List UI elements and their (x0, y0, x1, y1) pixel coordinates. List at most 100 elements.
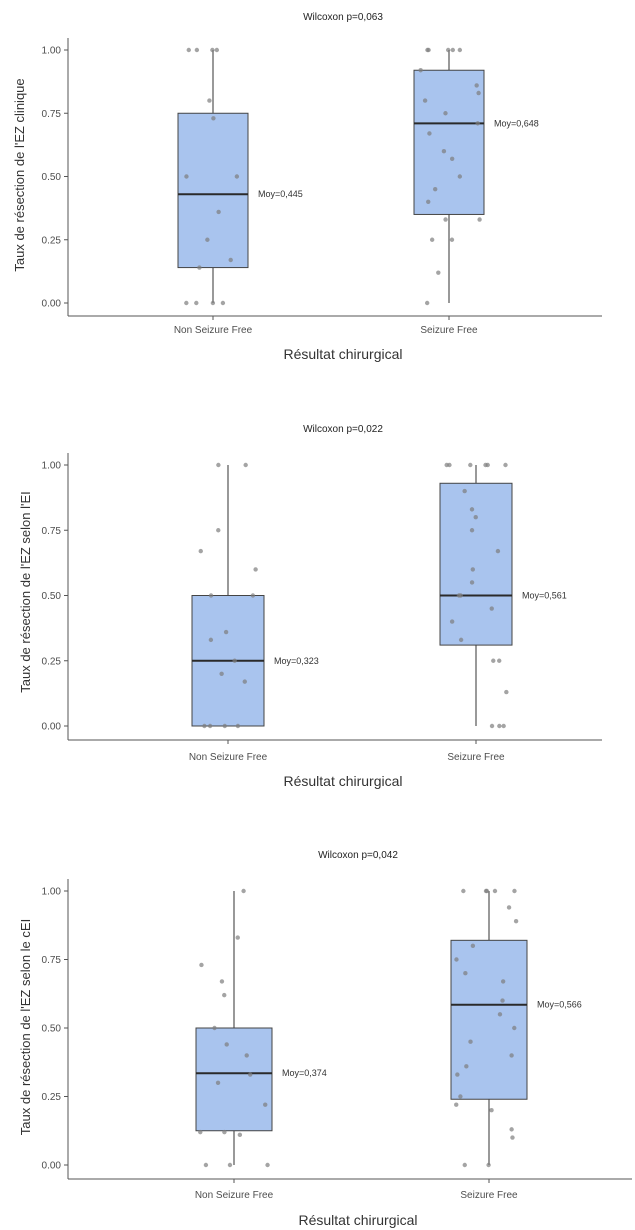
data-point (475, 121, 480, 126)
data-point (468, 462, 473, 468)
data-point (473, 515, 478, 520)
data-point (509, 1053, 514, 1058)
x-tick-label: Non Seizure Free (174, 325, 253, 336)
data-point (497, 723, 502, 729)
y-tick-label: 0.75 (42, 955, 62, 966)
data-point (457, 47, 463, 53)
y-tick-label: 0.25 (42, 1092, 62, 1103)
data-point (476, 90, 481, 96)
data-point (205, 237, 210, 242)
data-point (457, 174, 463, 179)
data-point (424, 300, 430, 306)
data-point (224, 1042, 229, 1047)
data-point (223, 629, 229, 635)
data-point (202, 723, 207, 729)
data-point (426, 47, 431, 53)
data-point (441, 149, 447, 154)
data-point (235, 935, 240, 940)
data-point (186, 47, 191, 53)
data-point (235, 723, 241, 729)
data-point (207, 723, 213, 729)
box-1: Moy=0,445 (177, 47, 303, 306)
data-point (469, 580, 475, 585)
y-axis-label: Taux de résection de l'EZ clinique (12, 78, 27, 271)
box-2: Moy=0,561 (439, 462, 567, 729)
data-point (418, 68, 423, 73)
y-tick-label: 0.50 (42, 591, 62, 602)
data-point (248, 1072, 253, 1077)
data-point (208, 593, 214, 598)
mean-label: Moy=0,374 (282, 1068, 327, 1078)
data-point (491, 658, 496, 663)
data-point (474, 83, 479, 88)
box-1: Moy=0,323 (191, 462, 319, 729)
data-point (512, 1025, 517, 1031)
data-point (445, 47, 451, 53)
box-2: Moy=0,566 (450, 888, 582, 1168)
data-point (216, 528, 221, 533)
data-point (203, 1162, 209, 1168)
data-point (444, 462, 449, 468)
x-axis-label: Résultat chirurgical (283, 346, 402, 362)
x-axis-label: Résultat chirurgical (298, 1212, 417, 1228)
y-tick-label: 0.00 (42, 1161, 62, 1172)
y-tick-label: 1.00 (42, 46, 62, 57)
data-point (253, 567, 258, 572)
data-point (454, 957, 459, 962)
data-point (210, 300, 216, 306)
data-point (500, 979, 506, 984)
data-point (470, 943, 476, 948)
data-point (503, 462, 508, 468)
box-iqr (177, 112, 249, 269)
data-point (243, 462, 248, 468)
data-point (207, 98, 212, 103)
data-point (197, 265, 202, 270)
data-point (222, 723, 227, 729)
y-axis-label: Taux de résection de l'EZ selon le cEI (18, 919, 33, 1135)
data-point (450, 47, 456, 53)
data-point (228, 257, 233, 263)
data-point (241, 888, 246, 894)
data-point (265, 1162, 270, 1168)
data-point (184, 174, 189, 179)
data-point (469, 507, 475, 512)
chart-panel-3: Wilcoxon p=0,042 0.00 0.25 0.50 0.75 1.00 Non … (18, 850, 632, 1228)
data-point (462, 1162, 467, 1168)
data-point (211, 116, 216, 121)
data-point (432, 186, 438, 192)
data-point (497, 658, 502, 663)
data-point (232, 658, 237, 663)
chart-panel-1: Wilcoxon p=0,063 0.00 0.25 0.50 0.75 1.00 Non … (12, 12, 602, 362)
box-1: Moy=0,374 (195, 888, 327, 1168)
y-tick-label: 0.50 (42, 1024, 62, 1035)
mean-label: Moy=0,323 (274, 656, 319, 666)
chart-title: Wilcoxon p=0,042 (318, 850, 398, 861)
data-point (215, 1080, 221, 1086)
data-point (184, 300, 189, 306)
chart-title: Wilcoxon p=0,022 (303, 424, 383, 435)
data-point (470, 567, 476, 572)
data-point (458, 1094, 463, 1099)
data-point (234, 174, 240, 179)
data-point (214, 47, 220, 53)
data-point (216, 209, 221, 215)
chart-panel-2: Wilcoxon p=0,022 0.00 0.25 0.50 0.75 1.00 Non … (18, 424, 602, 789)
y-tick-label: 0.75 (42, 109, 62, 120)
y-axis-label: Taux de résection de l'EZ selon l'EI (18, 491, 33, 693)
data-point (492, 888, 498, 894)
data-point (512, 888, 517, 894)
data-point (212, 1025, 217, 1031)
data-point (216, 462, 221, 468)
data-point (237, 1132, 243, 1138)
data-point (449, 156, 455, 161)
x-tick-label: Seizure Free (447, 752, 505, 763)
data-point (198, 1129, 203, 1135)
y-tick-label: 0.75 (42, 526, 62, 537)
data-point (513, 918, 519, 924)
data-point (422, 98, 428, 103)
y-tick-label: 0.25 (42, 656, 62, 667)
box-iqr (413, 69, 485, 215)
data-point (222, 992, 227, 998)
data-point (208, 637, 214, 643)
